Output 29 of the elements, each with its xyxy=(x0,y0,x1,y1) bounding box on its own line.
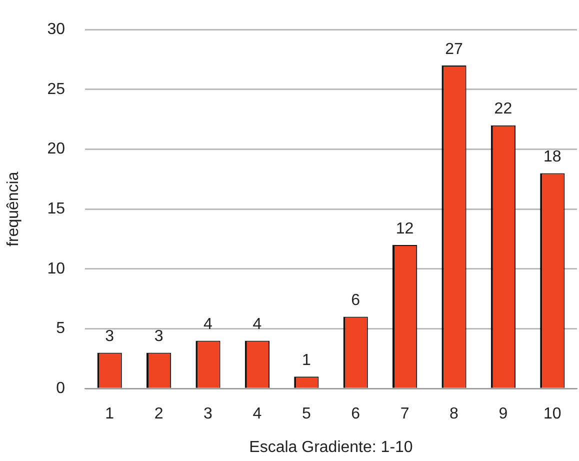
x-tick-label: 10 xyxy=(544,406,562,423)
y-tick-label: 20 xyxy=(47,140,66,158)
data-label: 1 xyxy=(302,352,311,370)
x-tick-label: 6 xyxy=(351,406,360,423)
x-tick-label: 1 xyxy=(105,406,114,423)
y-tick-label: 15 xyxy=(47,200,66,218)
x-tick-label: 5 xyxy=(302,406,311,423)
data-label: 22 xyxy=(494,100,512,118)
y-tick-label: 0 xyxy=(56,380,66,398)
data-label: 3 xyxy=(154,328,164,346)
data-label: 12 xyxy=(396,220,414,238)
data-label: 6 xyxy=(351,292,360,310)
x-tick-label: 3 xyxy=(204,406,213,423)
x-tick-label: 4 xyxy=(252,406,262,423)
x-tick-label: 2 xyxy=(154,406,164,423)
x-tick-label: 8 xyxy=(450,406,459,423)
y-tick-label: 5 xyxy=(56,320,66,338)
x-tick-label: 7 xyxy=(400,406,410,423)
y-axis-title: frequência xyxy=(5,172,22,246)
data-label: 27 xyxy=(445,40,463,58)
x-tick-label: 9 xyxy=(498,406,508,423)
y-tick-label: 30 xyxy=(47,21,66,38)
data-label: 3 xyxy=(105,328,114,346)
y-tick-label: 25 xyxy=(47,80,66,98)
y-tick-label: 10 xyxy=(47,260,66,278)
data-label: 18 xyxy=(544,148,562,166)
data-label: 4 xyxy=(204,316,213,334)
x-axis-title: Escala Gradiente: 1-10 xyxy=(249,438,413,456)
data-label: 4 xyxy=(252,316,262,334)
